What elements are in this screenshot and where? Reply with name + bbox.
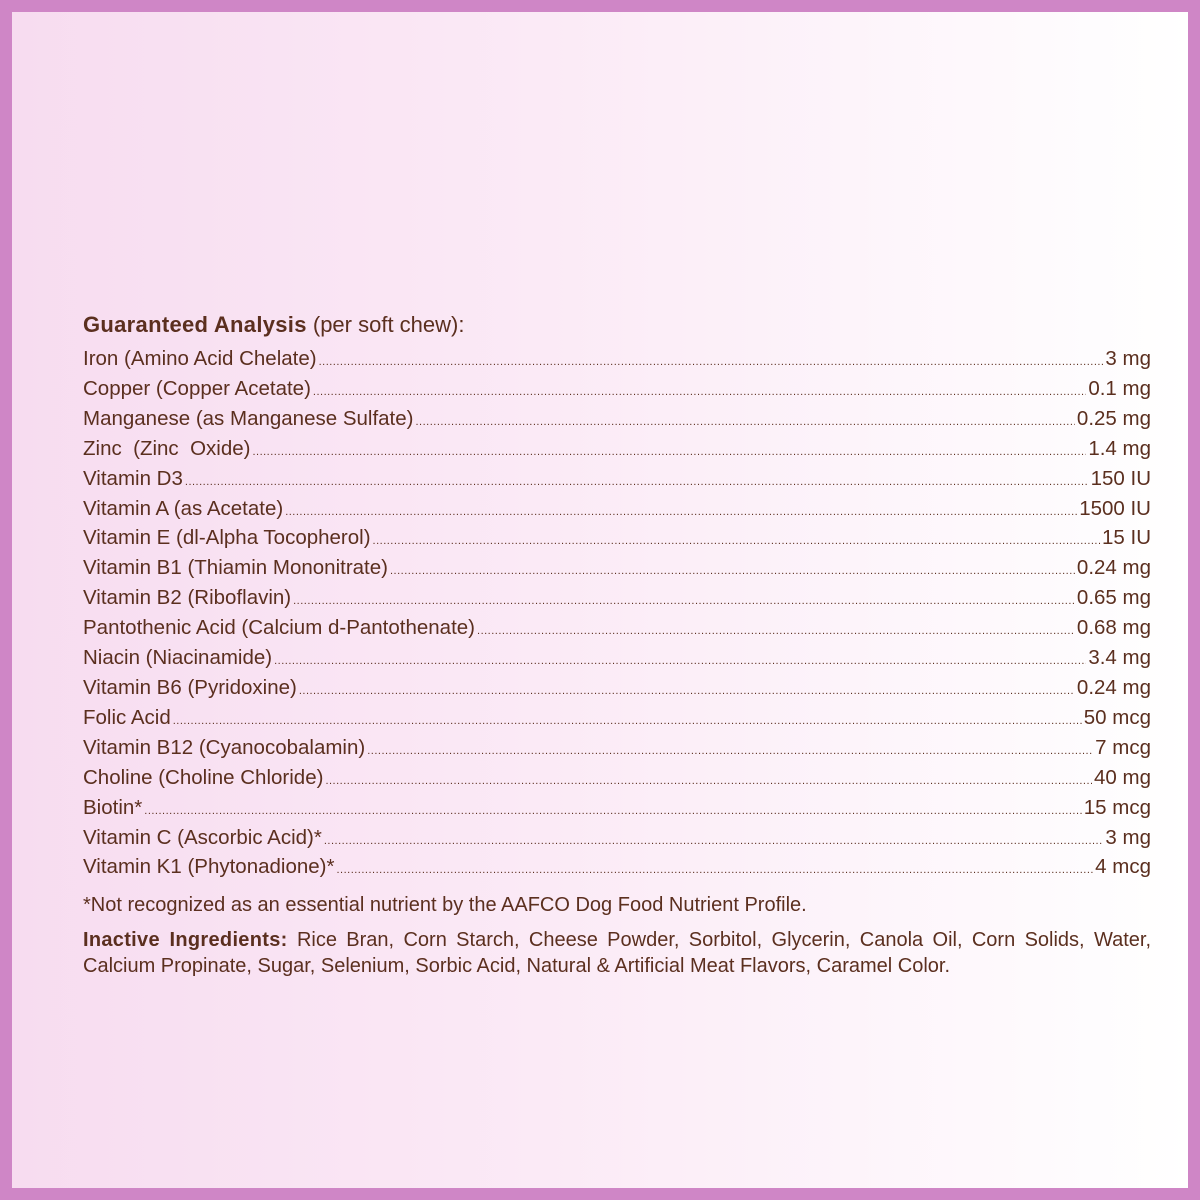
nutrient-value: 0.65 mg — [1076, 586, 1151, 610]
nutrient-name: Vitamin B12 (Cyanocobalamin) — [83, 735, 366, 759]
dot-leader — [325, 769, 1092, 795]
nutrient-name: Iron (Amino Acid Chelate) — [83, 347, 317, 370]
nutrient-row: Iron (Amino Acid Chelate) 3 mg — [83, 346, 1151, 376]
nutrient-row: Vitamin K1 (Phytonadione)* 4 mcg — [83, 854, 1151, 884]
nutrient-name: Vitamin B1 (Thiamin Mononitrate) — [83, 556, 388, 580]
nutrient-value: 0.25 mg — [1076, 406, 1151, 430]
nutrient-name: Pantothenic Acid (Calcium d-Pantothenate… — [83, 616, 476, 640]
nutrient-name: Vitamin A (as Acetate) — [83, 496, 284, 520]
nutrient-row: Vitamin B6 (Pyridoxine) 0.24 mg — [83, 675, 1151, 705]
nutrient-row: Vitamin A (as Acetate) 1500 IU — [83, 496, 1151, 526]
dot-leader — [173, 709, 1082, 735]
nutrient-row: Niacin (Niacinamide) 3.4 mg — [83, 645, 1151, 675]
nutrient-name: Vitamin C (Ascorbic Acid)* — [83, 825, 322, 849]
nutrient-value: 0.24 mg — [1076, 675, 1151, 699]
nutrient-list: Iron (Amino Acid Chelate) 3 mg Copper (Cop… — [83, 346, 1151, 884]
nutrient-row: Choline (Choline Chloride) 40 mg — [83, 765, 1151, 795]
nutrient-name: Choline (Choline Chloride) — [83, 765, 324, 789]
nutrient-value: 15 mcg — [1083, 795, 1151, 819]
dot-leader — [274, 649, 1086, 675]
nutrient-value: 3 mg — [1105, 347, 1151, 370]
heading-rest: (per soft chew): — [306, 312, 465, 337]
nutrient-row: Vitamin D3 150 IU — [83, 466, 1151, 496]
nutrient-value: 3 mg — [1105, 825, 1151, 849]
nutrient-row: Vitamin B2 (Riboflavin) 0.65 mg — [83, 585, 1151, 615]
dot-leader — [313, 380, 1086, 406]
dot-leader — [477, 619, 1075, 645]
nutrient-row: Vitamin B1 (Thiamin Mononitrate) 0.24 mg — [83, 555, 1151, 585]
dot-leader — [319, 350, 1104, 376]
dot-leader — [293, 589, 1075, 615]
nutrient-name: Manganese (as Manganese Sulfate) — [83, 406, 414, 430]
dot-leader — [285, 500, 1077, 526]
dot-leader — [252, 440, 1086, 466]
nutrient-value: 0.68 mg — [1076, 616, 1151, 640]
nutrient-name: Vitamin K1 (Phytonadione)* — [83, 855, 335, 879]
nutrient-row: Vitamin C (Ascorbic Acid)* 3 mg — [83, 825, 1151, 855]
dot-leader — [415, 410, 1074, 436]
nutrient-value: 7 mcg — [1095, 735, 1151, 759]
nutrient-value: 0.1 mg — [1088, 376, 1151, 400]
inactive-text: Rice Bran, Corn Starch, Cheese Powder, S… — [83, 929, 1151, 978]
guaranteed-analysis-heading: Guaranteed Analysis (per soft chew): — [83, 310, 1151, 340]
nutrient-name: Vitamin B2 (Riboflavin) — [83, 586, 292, 610]
nutrient-row: Pantothenic Acid (Calcium d-Pantothenate… — [83, 615, 1151, 645]
nutrient-row: Biotin* 15 mcg — [83, 795, 1151, 825]
footnote: *Not recognized as an essential nutrient… — [83, 894, 807, 917]
nutrient-name: Biotin* — [83, 795, 143, 819]
dot-leader — [324, 829, 1104, 855]
dot-leader — [367, 739, 1093, 765]
nutrient-name: Zinc (Zinc Oxide) — [83, 436, 251, 460]
nutrient-value: 1.4 mg — [1088, 436, 1151, 460]
nutrient-row: Manganese (as Manganese Sulfate) 0.25 mg — [83, 406, 1151, 436]
nutrient-row: Zinc (Zinc Oxide) 1.4 mg — [83, 436, 1151, 466]
nutrient-value: 3.4 mg — [1088, 646, 1151, 670]
nutrient-name: Niacin (Niacinamide) — [83, 646, 273, 670]
nutrient-row: Folic Acid 50 mcg — [83, 705, 1151, 735]
nutrient-value: 150 IU — [1090, 466, 1151, 490]
nutrient-row: Copper (Copper Acetate) 0.1 mg — [83, 376, 1151, 406]
nutrient-name: Vitamin D3 — [83, 466, 183, 490]
inactive-ingredients: Inactive Ingredients: Rice Bran, Corn St… — [83, 927, 1151, 979]
heading-bold: Guaranteed Analysis — [83, 312, 307, 337]
nutrient-value: 40 mg — [1094, 765, 1151, 789]
nutrient-value: 1500 IU — [1079, 496, 1151, 520]
dot-leader — [373, 529, 1100, 555]
dot-leader — [390, 559, 1075, 585]
nutrient-value: 4 mcg — [1095, 855, 1151, 879]
inactive-label: Inactive Ingredients: — [83, 929, 288, 952]
nutrient-name: Vitamin E (dl-Alpha Tocopherol) — [83, 526, 371, 550]
nutrient-value: 0.24 mg — [1076, 556, 1151, 580]
nutrient-name: Vitamin B6 (Pyridoxine) — [83, 675, 297, 699]
nutrient-name: Copper (Copper Acetate) — [83, 376, 311, 400]
dot-leader — [299, 679, 1075, 705]
dot-leader — [185, 470, 1089, 496]
nutrient-row: Vitamin B12 (Cyanocobalamin) 7 mcg — [83, 735, 1151, 765]
nutrient-value: 15 IU — [1102, 526, 1151, 550]
label-content: Guaranteed Analysis (per soft chew): Iro… — [83, 310, 1151, 979]
nutrient-name: Folic Acid — [83, 705, 171, 729]
dot-leader — [336, 858, 1093, 884]
nutrient-row: Vitamin E (dl-Alpha Tocopherol) 15 IU — [83, 525, 1151, 555]
nutrient-value: 50 mcg — [1083, 705, 1151, 729]
dot-leader — [144, 799, 1082, 825]
